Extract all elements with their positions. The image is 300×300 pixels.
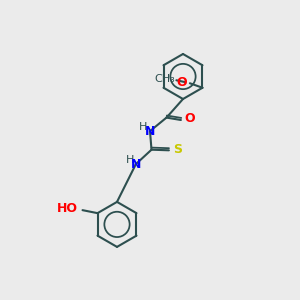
Text: O: O: [177, 76, 188, 88]
Text: N: N: [145, 124, 155, 138]
Text: HO: HO: [57, 202, 78, 215]
Text: H: H: [126, 155, 134, 165]
Text: CH₃: CH₃: [154, 74, 175, 84]
Text: H: H: [139, 122, 148, 133]
Text: O: O: [184, 112, 195, 125]
Text: S: S: [173, 143, 182, 156]
Text: N: N: [131, 158, 141, 171]
